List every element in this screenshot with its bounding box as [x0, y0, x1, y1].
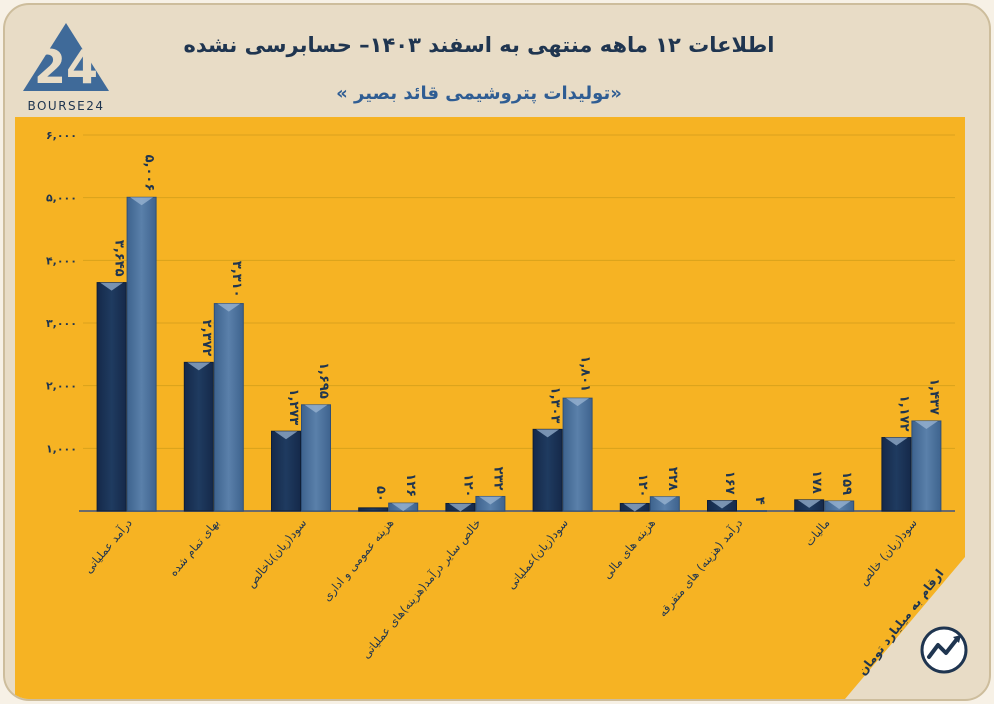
data-label: ۱۷۸: [809, 470, 824, 494]
bar: [358, 507, 389, 512]
data-label: ۱۲۶: [403, 473, 418, 497]
category-label: درآمد (هزینه) های متفرقه: [655, 516, 746, 620]
data-label: ۱,۱۷۲: [896, 395, 911, 432]
trend-chart-icon: [919, 625, 969, 679]
bar: [271, 430, 301, 512]
bar-bevel: [536, 429, 560, 438]
category-label: بهای تمام شده: [166, 516, 222, 579]
bourse24-logo: 24 BOURSE24: [19, 21, 119, 120]
bar: [737, 510, 767, 512]
data-label: ۲,۳۷۲: [199, 320, 214, 357]
category-label: سود(زیان)ناخالص: [244, 516, 310, 591]
y-tick-label: ۶,۰۰۰: [46, 129, 77, 142]
bar-bevel: [884, 437, 908, 446]
category-label: هزینه های مالی: [600, 516, 659, 582]
bar-bevel: [217, 303, 241, 312]
bar-bevel: [187, 362, 211, 371]
category-label: درآمد عملیاتی: [81, 516, 135, 577]
y-tick-label: ۵,۰۰۰: [46, 192, 77, 205]
svg-text:24: 24: [34, 40, 98, 94]
bar-bevel: [797, 499, 821, 508]
data-label: ۴: [752, 497, 767, 505]
bar-bevel: [566, 398, 590, 407]
y-tick-label: ۲,۰۰۰: [46, 380, 77, 393]
y-tick-label: ۴,۰۰۰: [46, 254, 77, 267]
data-label: ۵۰: [373, 486, 388, 502]
bar-bevel: [304, 404, 328, 413]
bar-bevel: [130, 197, 154, 206]
bar: [96, 282, 127, 512]
data-label: ۱,۴۳۷: [926, 378, 941, 415]
data-label: ۲۳۲: [490, 467, 505, 491]
category-label: سود(زیان) خالص: [856, 516, 920, 589]
chart-panel: ۱,۰۰۰ ۲,۰۰۰ ۳,۰۰۰ ۴,۰۰۰ ۵,۰۰۰ ۶,۰۰۰ ۳,۶۴۵ ۵,۰۰۶…: [15, 117, 965, 699]
bar-bevel: [448, 503, 472, 512]
bar-bevel: [914, 420, 938, 429]
data-label: ۲۲۸: [665, 467, 680, 491]
data-label: ۱۶۷: [722, 471, 737, 495]
bar-bevel: [391, 503, 415, 512]
y-tick-label: ۳,۰۰۰: [46, 317, 77, 330]
data-label: ۱,۲۷۳: [286, 389, 301, 426]
category-label: سود(زیان)عملیاتی: [504, 516, 572, 593]
data-label: ۱,۶۹۵: [316, 362, 331, 399]
data-label: ۱,۳۰۳: [548, 387, 563, 424]
category-label: هزینه عمومی و اداری: [320, 516, 398, 605]
bar-bevel: [827, 501, 851, 510]
data-label: ۱۵۹: [839, 471, 854, 495]
data-label: ۳,۶۴۵: [112, 240, 127, 277]
bar: [881, 437, 912, 512]
category-label: مالیات: [802, 516, 833, 549]
bar: [562, 397, 593, 512]
logo-text: BOURSE24: [27, 99, 104, 113]
bar-bevel: [478, 496, 502, 505]
bar: [213, 303, 244, 512]
chart-frame: 24 BOURSE24 اطلاعات ۱۲ ماهه منتهی به اسف…: [3, 3, 991, 701]
y-tick-label: ۱,۰۰۰: [46, 442, 77, 455]
bar-bevel: [710, 500, 734, 509]
bar: [183, 361, 214, 512]
chart-subtitle: «تولیدات پتروشیمی قائد بصیر »: [336, 83, 622, 104]
bar: [532, 428, 563, 512]
data-label: ۱۲۰: [460, 474, 475, 498]
data-label: ۳,۳۱۰: [229, 261, 244, 298]
data-label: ۱,۸۰۱: [578, 355, 593, 392]
bar-bevel: [274, 431, 298, 440]
bar-bevel: [623, 503, 647, 512]
bar-bevel: [100, 282, 124, 291]
bar: [301, 404, 331, 512]
bar-chart: ۱,۰۰۰ ۲,۰۰۰ ۳,۰۰۰ ۴,۰۰۰ ۵,۰۰۰ ۶,۰۰۰ ۳,۶۴۵ ۵,۰۰۶…: [46, 129, 965, 699]
data-label: ۵,۰۰۶: [142, 155, 157, 192]
bar-bevel: [653, 496, 677, 505]
bar: [126, 196, 157, 512]
bar: [911, 420, 942, 512]
chart-title: اطلاعات ۱۲ ماهه منتهی به اسفند ۱۴۰۳– حسا…: [183, 33, 775, 57]
data-label: ۱۲۰: [635, 474, 650, 498]
